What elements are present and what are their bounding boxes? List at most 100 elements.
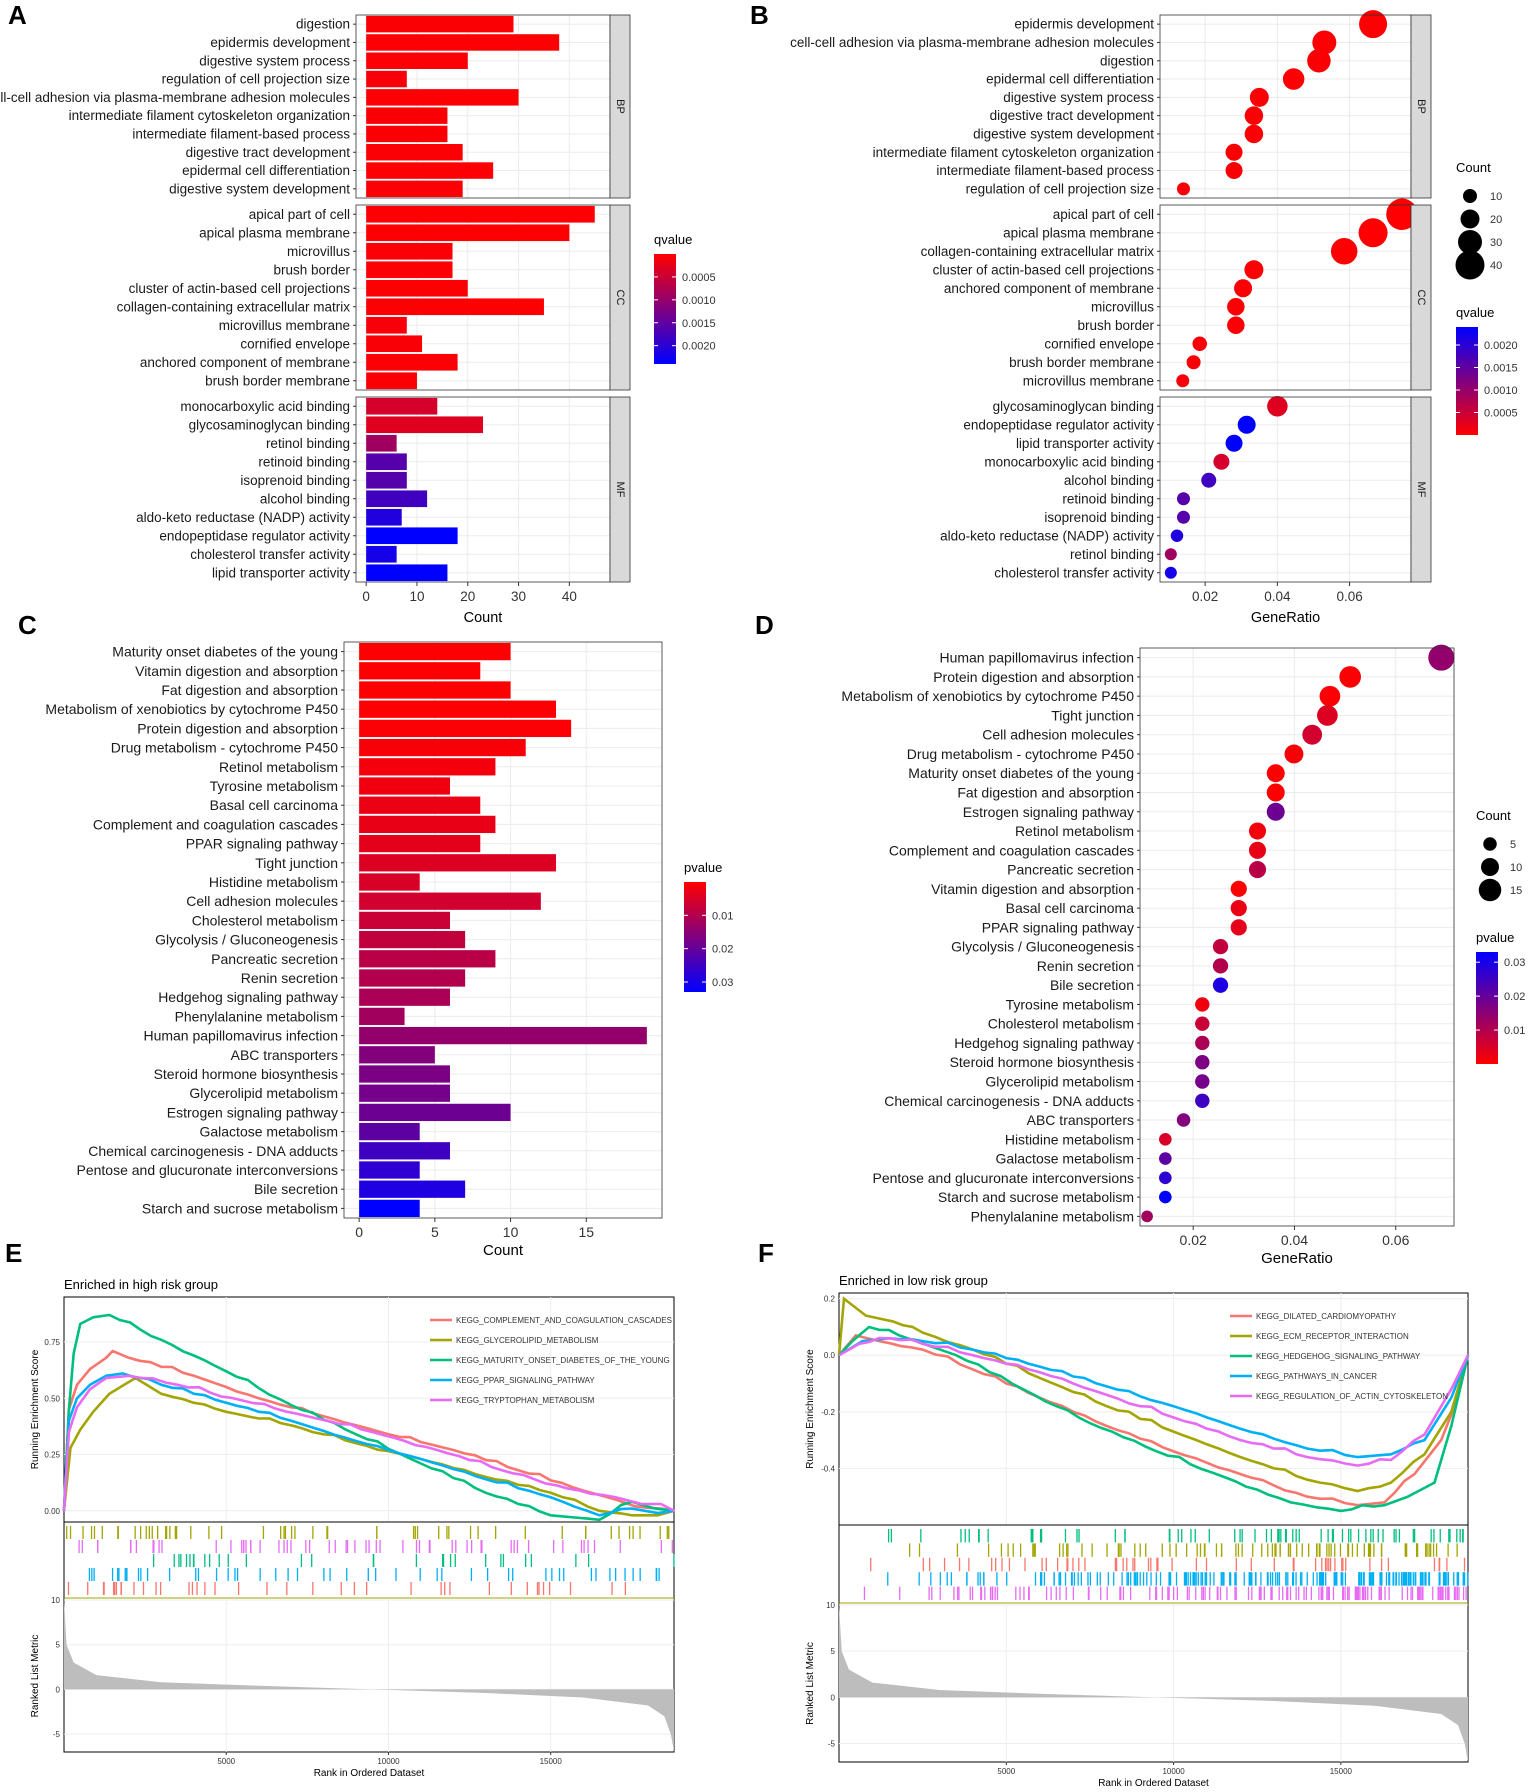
dot [1230, 900, 1247, 917]
dot [1248, 861, 1267, 879]
bar [359, 834, 481, 853]
bar [359, 1065, 450, 1083]
category-label: digestive system development [973, 126, 1154, 141]
colorbar-tick-label: 0.0010 [1484, 385, 1518, 397]
facet-bg [1160, 15, 1411, 198]
category-label: Vitamin digestion and absorption [135, 663, 338, 679]
x-axis-title: Count [483, 1242, 524, 1259]
y-tick-label: 10 [826, 1601, 835, 1610]
bar [359, 892, 541, 910]
dot [1159, 1171, 1172, 1185]
category-label: retinol binding [1070, 547, 1154, 562]
dot [1244, 106, 1264, 125]
dot [1141, 1210, 1153, 1223]
category-label: apical part of cell [1053, 207, 1154, 222]
dot [1225, 434, 1243, 452]
x-tick-label: 15000 [1330, 1767, 1353, 1776]
bar [359, 796, 481, 814]
category-label: Maturity onset diabetes of the young [112, 644, 338, 660]
x-tick-label: 30 [511, 589, 526, 604]
bar [359, 1103, 511, 1122]
x-tick-label: 10 [503, 1224, 519, 1240]
bar [359, 1122, 420, 1141]
category-label: microvillus [1091, 299, 1154, 314]
y-tick-label: 5 [831, 1647, 836, 1656]
category-label: Estrogen signaling pathway [167, 1104, 338, 1120]
category-label: intermediate filament-based process [132, 126, 350, 141]
category-label: Histidine metabolism [209, 874, 338, 890]
dot [1164, 566, 1177, 579]
bar [359, 1161, 420, 1179]
category-label: Pentose and glucuronate interconversions [76, 1162, 338, 1178]
bar [366, 453, 407, 471]
category-label: cell-cell adhesion via plasma-membrane a… [0, 90, 350, 105]
dot [1212, 958, 1229, 974]
category-label: regulation of cell projection size [162, 72, 350, 87]
dot [1195, 1035, 1210, 1051]
category-label: Complement and coagulation cascades [93, 816, 338, 832]
bar [359, 1026, 647, 1045]
bar [359, 1180, 466, 1198]
y-tick-label: -0.2 [821, 1408, 835, 1417]
facet-strip-label: BP [1415, 99, 1427, 114]
colorbar [684, 882, 706, 992]
category-label: Bile secretion [1050, 977, 1134, 993]
colorbar-tick-label: 0.0020 [682, 341, 716, 353]
legend-label: KEGG_PATHWAYS_IN_CANCER [1256, 1372, 1377, 1381]
bar [366, 224, 570, 242]
panel-e-gsea-high-risk: Enriched in high risk group 0.00 0.25 0.50 0… [30, 1277, 675, 1779]
category-label: Histidine metabolism [1005, 1131, 1134, 1147]
category-label: Galactose metabolism [995, 1151, 1134, 1167]
dot [1164, 548, 1177, 561]
category-label: glycosaminoglycan binding [993, 399, 1154, 414]
x-axis-title: Rank in Ordered Dataset [1098, 1778, 1209, 1789]
category-label: Vitamin digestion and absorption [931, 881, 1134, 897]
y-tick-label: 0.75 [44, 1338, 60, 1347]
panel-c-kegg-barplot: Maturity onset diabetes of the young Vita… [45, 641, 733, 1259]
dot [1159, 1133, 1172, 1146]
panel-letter-b: B [750, 0, 769, 30]
panel-b-go-dotplot: epidermis development cell-cell adhesion … [790, 10, 1518, 626]
size-legend-dot [1460, 209, 1480, 229]
category-label: Glycerolipid metabolism [985, 1074, 1134, 1090]
category-label: epidermis development [210, 35, 350, 50]
category-label: Bile secretion [254, 1181, 338, 1197]
category-label: Basal cell carcinoma [1006, 900, 1135, 916]
bar [359, 758, 496, 776]
bar [366, 89, 519, 106]
size-legend-label: 20 [1490, 214, 1502, 226]
colorbar-tick-label: 0.0015 [682, 318, 716, 330]
category-label: glycosaminoglycan binding [189, 417, 350, 432]
facet-strip-label: MF [614, 482, 626, 498]
bar [366, 52, 468, 69]
bar [359, 815, 496, 834]
dot [1244, 124, 1264, 144]
category-label: apical plasma membrane [199, 225, 350, 240]
size-legend-label: 15 [1510, 885, 1522, 897]
category-label: Cholesterol metabolism [988, 1016, 1134, 1032]
bar [359, 642, 511, 661]
enrichment-line [838, 1336, 1470, 1467]
dot [1319, 685, 1341, 707]
category-label: Glycerolipid metabolism [189, 1085, 338, 1101]
category-label: ABC transporters [1027, 1112, 1134, 1128]
category-label: brush border membrane [205, 373, 350, 388]
bar [359, 700, 556, 718]
category-label: Estrogen signaling pathway [963, 804, 1134, 820]
category-label: microvillus [287, 244, 350, 259]
bar [359, 854, 556, 872]
bar [366, 34, 560, 51]
x-tick-label: 15000 [540, 1757, 563, 1766]
dot [1266, 764, 1285, 783]
x-axis-title: GeneRatio [1261, 1250, 1333, 1267]
bar [366, 180, 463, 198]
category-label: apical plasma membrane [1003, 225, 1154, 240]
dot [1176, 182, 1190, 196]
bar [359, 930, 466, 949]
category-label: ABC transporters [231, 1047, 338, 1063]
dot [1358, 218, 1388, 248]
bar [359, 969, 466, 987]
category-label: cholesterol transfer activity [994, 565, 1154, 580]
x-tick-label: 0.02 [1180, 1232, 1207, 1248]
category-label: digestive system process [1003, 90, 1154, 105]
